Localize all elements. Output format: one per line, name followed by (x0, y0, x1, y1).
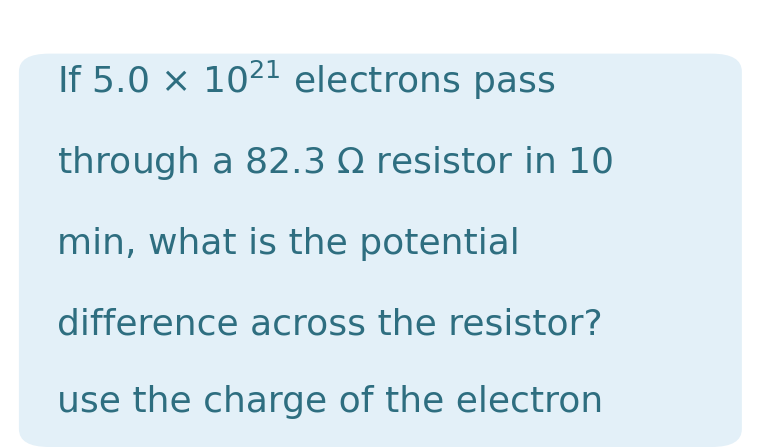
Text: min, what is the potential: min, what is the potential (57, 227, 519, 261)
FancyBboxPatch shape (19, 54, 742, 447)
Text: use the charge of the electron: use the charge of the electron (57, 385, 603, 419)
Text: through a 82.3 $\Omega$ resistor in 10: through a 82.3 $\Omega$ resistor in 10 (57, 144, 613, 182)
Text: If 5.0 $\times$ 10$^{21}$ electrons pass: If 5.0 $\times$ 10$^{21}$ electrons pass (57, 59, 555, 102)
Text: difference across the resistor?: difference across the resistor? (57, 307, 603, 341)
